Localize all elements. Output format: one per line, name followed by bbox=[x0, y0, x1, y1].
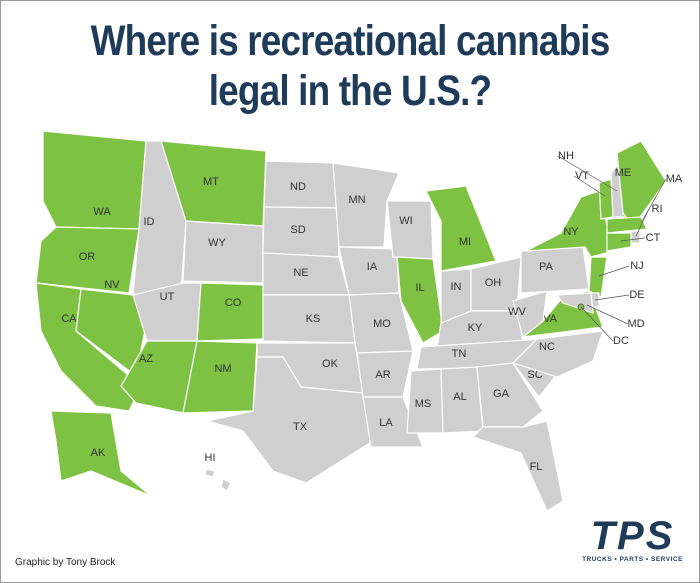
state bbox=[425, 185, 497, 272]
state-label: MD bbox=[627, 318, 644, 330]
state bbox=[588, 256, 608, 298]
leader-line bbox=[598, 265, 630, 277]
state-label: SD bbox=[290, 224, 305, 236]
state-label: RI bbox=[652, 203, 663, 215]
state bbox=[520, 246, 590, 294]
state-label: WI bbox=[399, 215, 412, 227]
state-label: MA bbox=[666, 173, 683, 185]
state-label: NJ bbox=[630, 260, 643, 272]
state-label: ID bbox=[144, 216, 155, 228]
state bbox=[606, 232, 632, 252]
state-label: UT bbox=[160, 291, 175, 303]
state-label: DE bbox=[629, 289, 644, 301]
state-label: MO bbox=[373, 318, 391, 330]
state-label: ME bbox=[615, 167, 632, 179]
leader-line bbox=[557, 155, 618, 192]
state-label: MS bbox=[415, 398, 432, 410]
state bbox=[396, 256, 444, 344]
state bbox=[196, 282, 267, 342]
state-label: NM bbox=[214, 363, 231, 375]
state-label: WY bbox=[208, 237, 226, 249]
state-label: CT bbox=[646, 232, 661, 244]
state bbox=[606, 216, 648, 234]
state-label: OR bbox=[79, 251, 96, 263]
credit: Graphic by Tony Brock bbox=[15, 557, 116, 568]
leader-line bbox=[580, 306, 614, 342]
state bbox=[511, 330, 604, 378]
state-label: FL bbox=[530, 461, 543, 473]
state bbox=[204, 468, 232, 492]
state-label: VT bbox=[575, 170, 589, 182]
leader-line bbox=[586, 304, 629, 325]
state bbox=[630, 230, 641, 244]
state-label: IN bbox=[451, 281, 462, 293]
state bbox=[598, 178, 614, 220]
state-label: MT bbox=[203, 176, 219, 188]
state-label: ND bbox=[290, 181, 306, 193]
state-label: DC bbox=[613, 335, 629, 347]
logo: TPS TRUCKS • PARTS • SERVICE bbox=[575, 516, 690, 563]
state-label: AL bbox=[453, 391, 466, 403]
state-label: AZ bbox=[139, 353, 153, 365]
leader-line bbox=[635, 208, 650, 237]
state-label: OH bbox=[485, 277, 502, 289]
state bbox=[512, 290, 548, 339]
state-label: NH bbox=[558, 150, 574, 162]
state-label: AK bbox=[91, 447, 106, 459]
state-label: VA bbox=[543, 313, 558, 325]
logo-name: TPS bbox=[590, 514, 675, 558]
state-label: IL bbox=[415, 282, 424, 294]
state-label: TN bbox=[452, 348, 467, 360]
leader-line bbox=[640, 178, 667, 224]
state-label: LA bbox=[379, 417, 393, 429]
state-label: NE bbox=[293, 267, 308, 279]
state bbox=[471, 420, 564, 512]
state-label: PA bbox=[539, 261, 554, 273]
title-line: legal in the U.S.? bbox=[208, 67, 492, 115]
state-label: IA bbox=[367, 261, 378, 273]
state bbox=[35, 226, 140, 294]
state bbox=[386, 200, 434, 260]
state-label: WV bbox=[508, 306, 526, 318]
state bbox=[616, 140, 667, 229]
state-label: KS bbox=[306, 313, 321, 325]
title-line: Where is recreational cannabis bbox=[90, 17, 611, 65]
state bbox=[332, 162, 400, 248]
logo-tagline: TRUCKS • PARTS • SERVICE bbox=[582, 556, 683, 563]
state-label: CO bbox=[225, 297, 242, 309]
state-label: NC bbox=[539, 341, 555, 353]
leader-line bbox=[573, 175, 606, 197]
state-label: OK bbox=[322, 358, 339, 370]
state bbox=[75, 288, 152, 378]
state-label: SC bbox=[527, 369, 542, 381]
state-label: GA bbox=[493, 388, 510, 400]
state-label: TX bbox=[293, 421, 308, 433]
state-label: WA bbox=[93, 206, 111, 218]
state bbox=[525, 190, 614, 258]
leader-line bbox=[594, 294, 630, 301]
state-label: NY bbox=[563, 226, 579, 238]
state bbox=[476, 362, 544, 428]
state bbox=[50, 410, 152, 497]
state-label: AR bbox=[375, 369, 390, 381]
state-label: MN bbox=[348, 194, 365, 206]
state-label: NV bbox=[104, 279, 120, 291]
leader-line bbox=[620, 237, 646, 242]
state bbox=[120, 340, 198, 414]
state-label: HI bbox=[205, 452, 216, 464]
state-label: MI bbox=[459, 236, 471, 248]
state-label: CA bbox=[61, 313, 77, 325]
state-label: KY bbox=[468, 322, 483, 334]
state bbox=[182, 220, 264, 284]
